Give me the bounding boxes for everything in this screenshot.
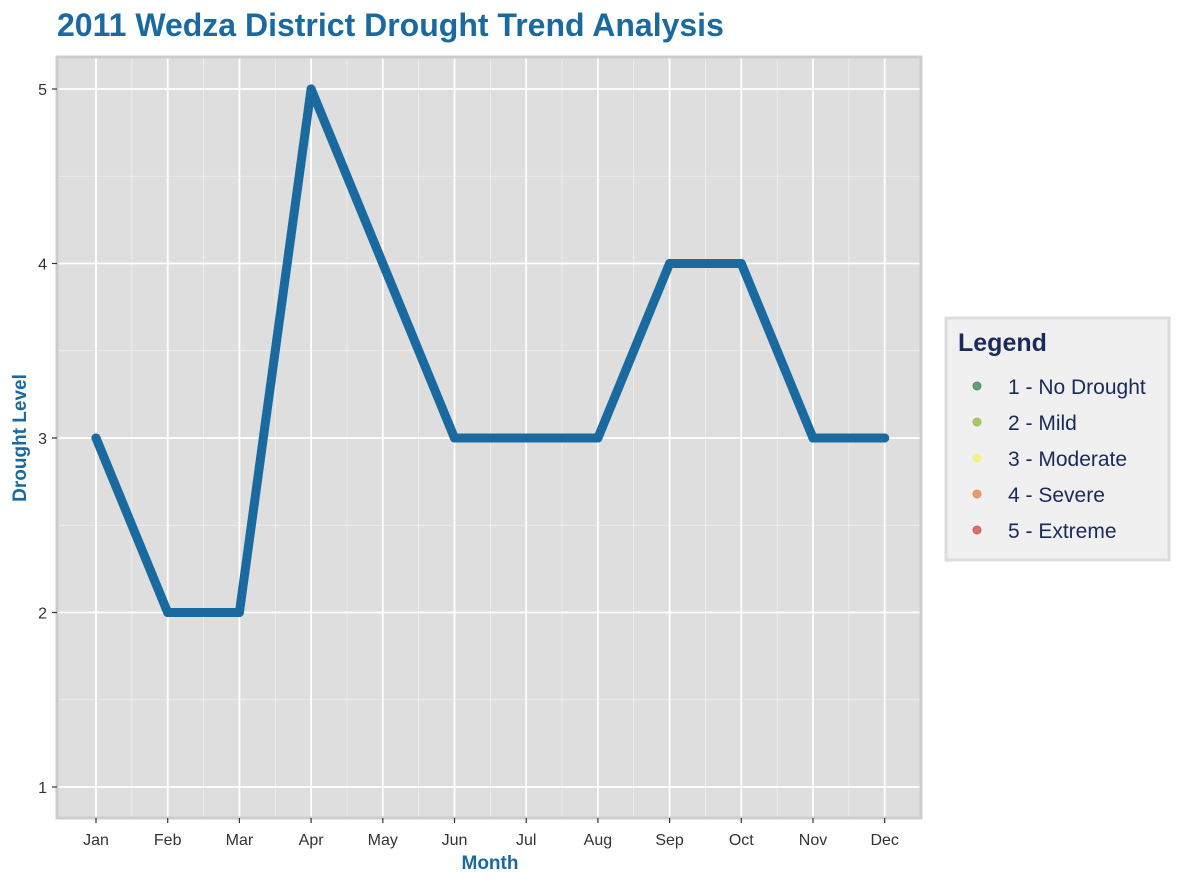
x-tick-label: Jun <box>442 832 468 849</box>
legend-label: 2 - Mild <box>1008 412 1077 435</box>
series-line <box>91 84 890 617</box>
legend-title: Legend <box>958 329 1047 357</box>
data-point <box>521 433 531 443</box>
data-point <box>378 259 388 268</box>
legend-key <box>972 489 982 499</box>
y-tick-label: 3 <box>38 431 47 448</box>
x-tick-label: Oct <box>729 832 754 849</box>
x-tick-label: Dec <box>870 832 898 849</box>
x-tick-label: Jan <box>83 832 109 849</box>
data-point <box>880 433 890 443</box>
legend-label: 4 - Severe <box>1008 484 1105 507</box>
data-point <box>808 433 818 443</box>
data-point <box>91 433 101 443</box>
y-tick-label: 1 <box>38 780 47 797</box>
x-tick-label: Feb <box>154 832 182 849</box>
legend-key <box>972 381 982 391</box>
x-axis-title: Month <box>462 853 519 874</box>
legend-key <box>972 453 982 463</box>
x-tick-label: Mar <box>226 832 254 849</box>
legend-key <box>972 525 982 535</box>
x-tick-label: May <box>368 832 398 849</box>
chart-title: 2011 Wedza District Drought Trend Analys… <box>57 7 724 43</box>
data-point <box>593 433 603 443</box>
x-tick-label: Sep <box>655 832 684 849</box>
data-point <box>736 259 746 268</box>
legend: Legend 1 - No Drought 2 - Mild 3 - Moderat… <box>944 316 1171 562</box>
legend-items: 1 - No Drought 2 - Mild 3 - Moderate 4 - Se… <box>972 376 1146 543</box>
y-tick-label: 4 <box>38 257 47 274</box>
legend-label: 5 - Extreme <box>1008 520 1117 543</box>
data-point <box>234 608 244 617</box>
data-point <box>665 259 675 268</box>
x-tick-label: Aug <box>584 832 612 849</box>
series-line-layer <box>91 84 890 617</box>
y-tick-label: 5 <box>38 82 47 99</box>
data-point <box>163 608 173 617</box>
y-axis: 1 2 3 4 5 <box>38 82 57 797</box>
legend-label: 3 - Moderate <box>1008 448 1127 471</box>
x-tick-label: Nov <box>799 832 827 849</box>
x-tick-label: Jul <box>516 832 536 849</box>
data-point <box>450 433 459 443</box>
y-axis-title: Drought Level <box>10 374 31 502</box>
x-tick-label: Apr <box>299 832 325 849</box>
legend-key <box>972 417 982 427</box>
legend-label: 1 - No Drought <box>1008 376 1146 399</box>
x-axis: Jan Feb Mar Apr May Jun Jul Aug Sep Oct Nov Dec <box>83 818 899 849</box>
legend-background <box>944 316 1171 562</box>
y-tick-label: 2 <box>38 606 47 623</box>
data-point <box>306 84 316 94</box>
